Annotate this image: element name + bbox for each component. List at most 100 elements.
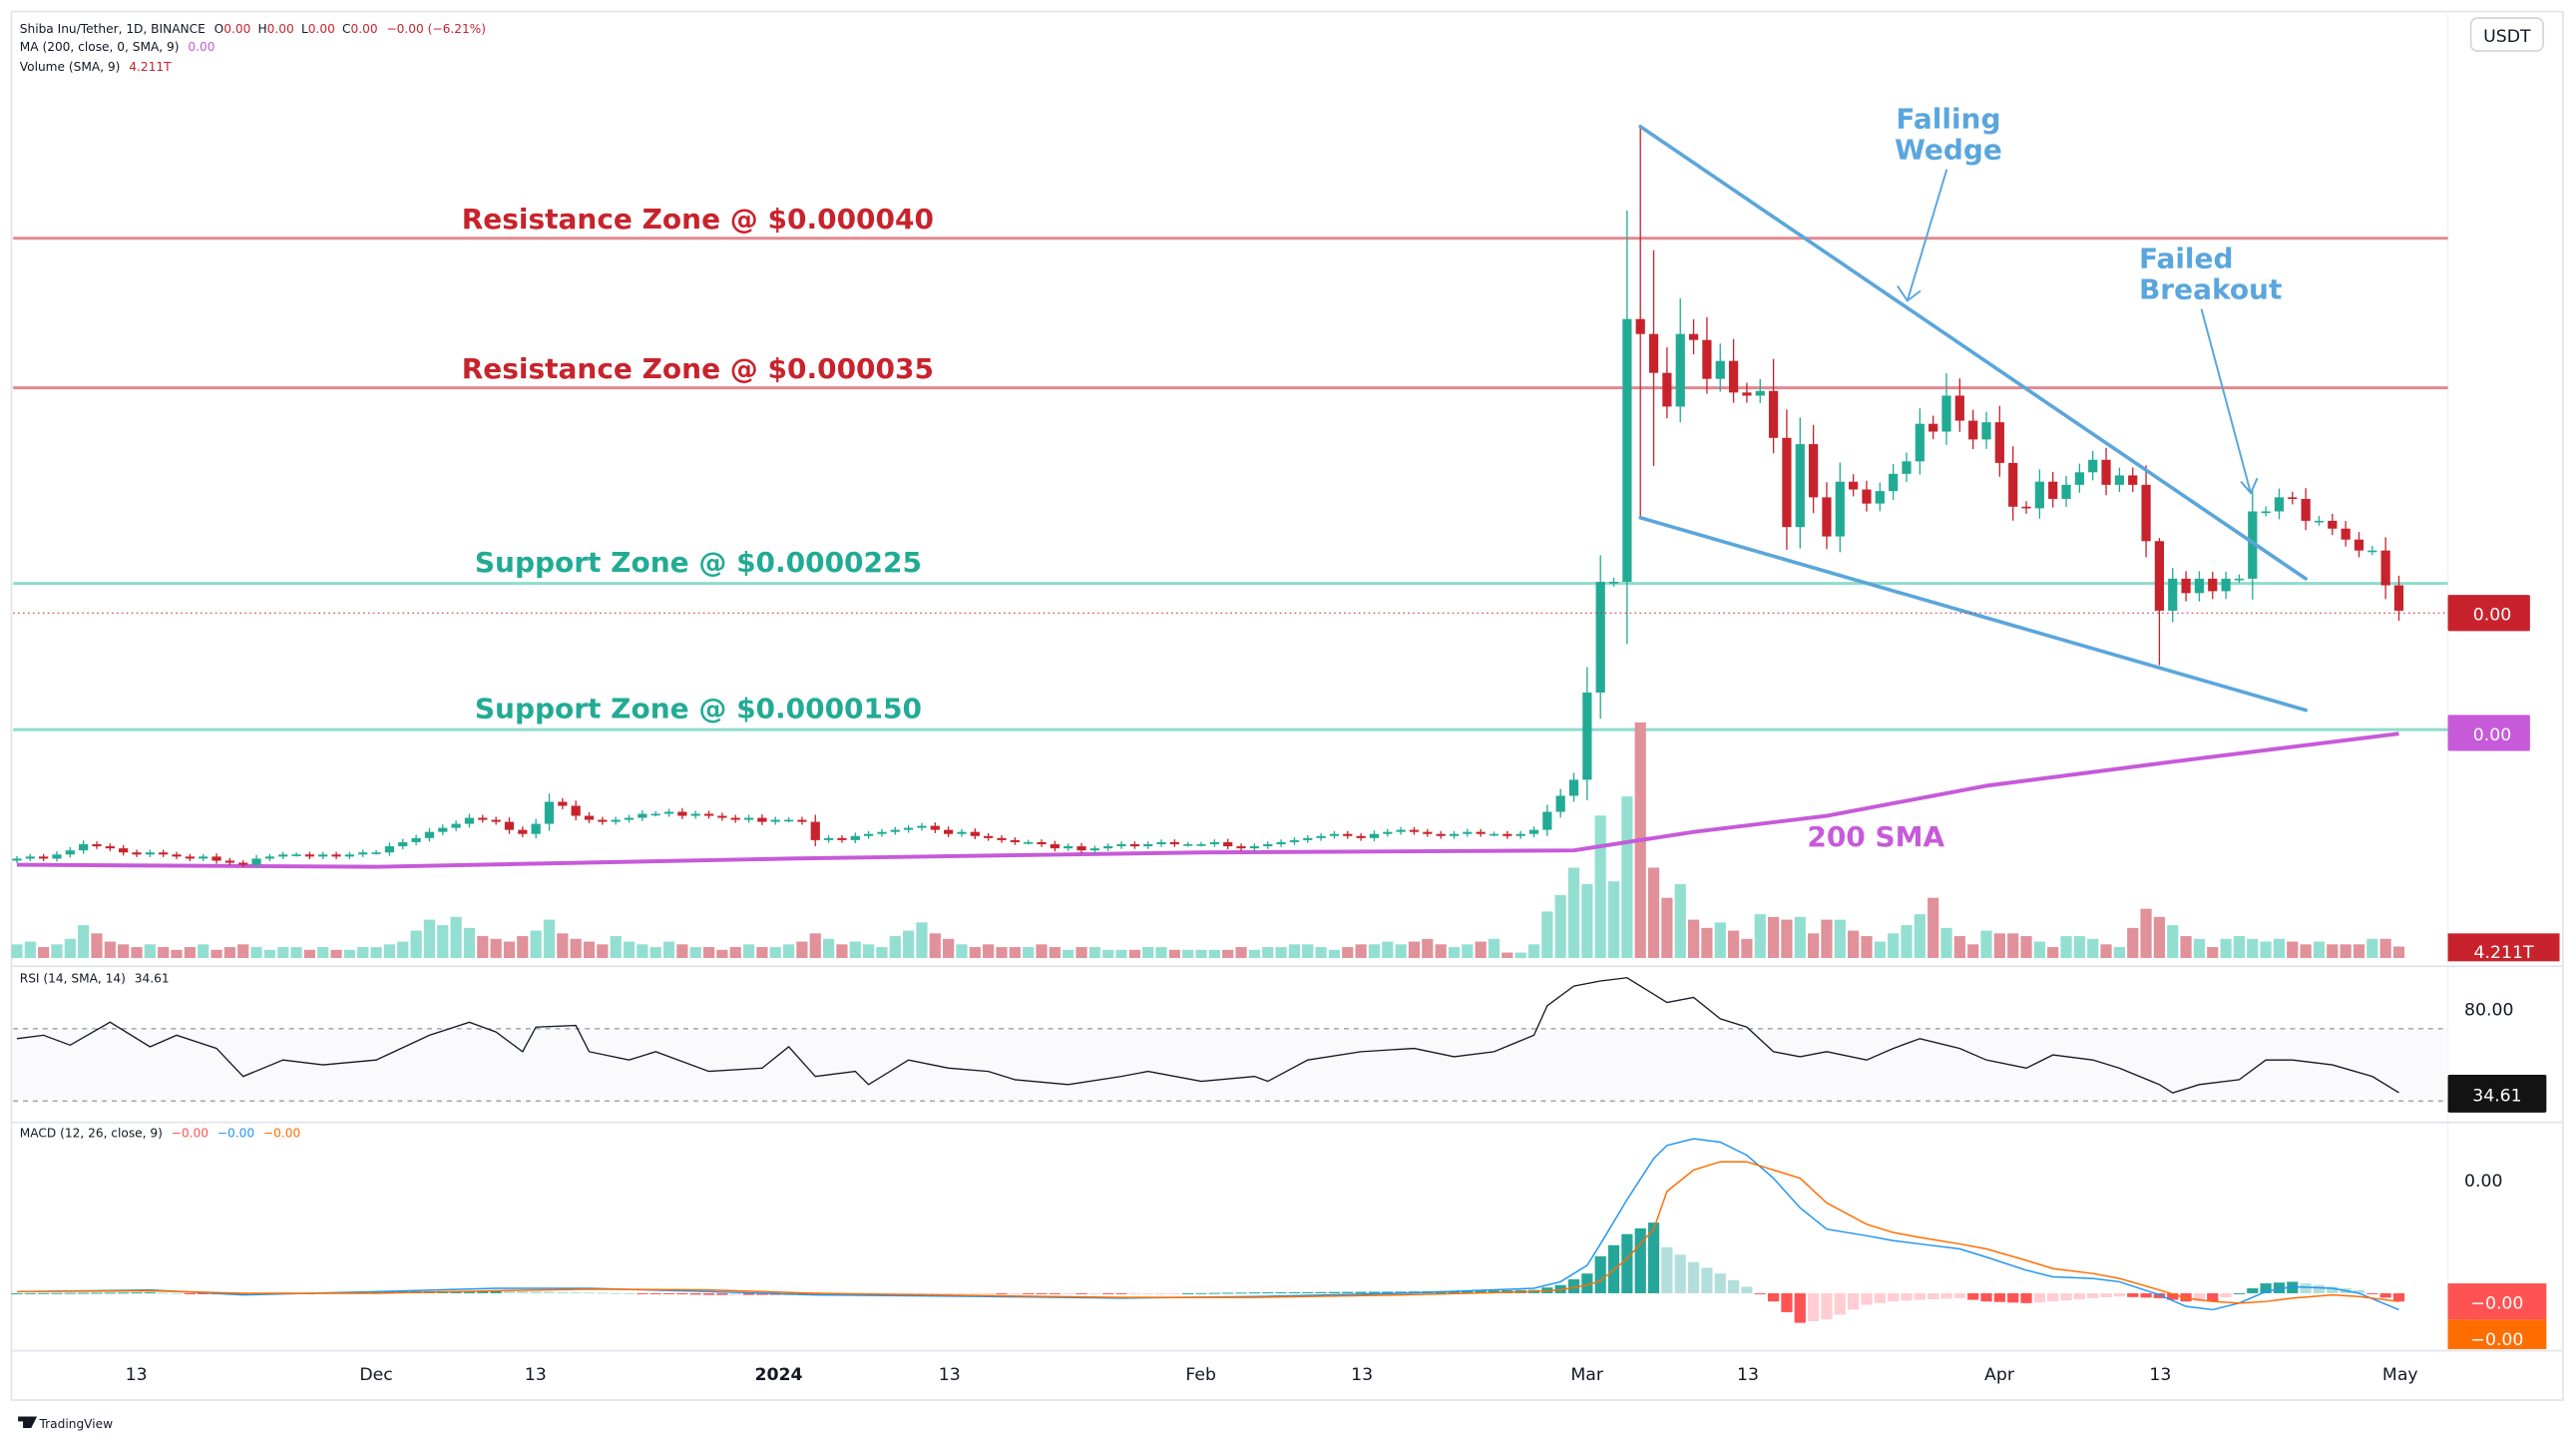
sma200-label[interactable]: 200 SMA [1807,820,1944,853]
candle-body [371,852,381,854]
candle-body [1196,844,1206,846]
candle [504,817,515,834]
volume-legend[interactable]: Volume (SMA, 9) 4.211T [20,60,172,74]
volume-bar [916,922,928,959]
volume-bar [2353,944,2365,959]
macd-histogram-bar [1128,1292,1140,1294]
candle-body [1515,833,1525,836]
volume-bar [383,944,396,959]
candle [2367,546,2377,556]
candle-body [877,831,887,834]
volume-bar [1262,947,1274,959]
volume-bar [1794,916,1806,959]
failed-breakout-arrow[interactable] [2200,308,2259,495]
candle-body [1076,846,1086,851]
candle-body [2034,481,2044,509]
volume-bar [2153,916,2165,959]
macd-histogram-bar [1621,1233,1633,1293]
failed-breakout-label-2[interactable]: Breakout [2139,273,2282,306]
candle-body [278,854,288,857]
macd-histogram-bar [943,1292,955,1294]
candle-body [2101,459,2111,485]
candle-body [1595,582,1605,694]
macd-histogram-bar [2193,1292,2206,1302]
volume-bar [782,944,795,959]
candle-body [1289,839,1300,842]
candle [1981,411,1991,449]
failed-breakout-label-1[interactable]: Failed [2139,241,2234,274]
candle [105,843,115,851]
candle-body [1276,841,1286,845]
candle [1037,839,1047,847]
currency-button[interactable]: USDT [2469,17,2544,52]
candle [25,853,35,861]
candle-body [544,801,555,824]
candle-body [2274,497,2285,512]
macd-histogram-bar [2260,1283,2272,1293]
candle [1902,452,1912,482]
candle [743,814,754,823]
sma200-polyline [16,731,2399,869]
change-value: −0.00 (−6.21%) [386,22,486,36]
candle [1528,826,1539,837]
volume-bar [1701,927,1713,959]
volume-bar [437,925,449,959]
candle [2034,469,2044,519]
candle-body [1875,491,1885,504]
candle-body [1542,811,1552,830]
candle [1635,126,1645,518]
support-zone-label-1[interactable]: Support Zone @ $0.0000225 [475,546,922,579]
macd-histogram-bar [171,1292,183,1294]
resistance-zone-label-2[interactable]: Resistance Zone @ $0.000035 [462,352,934,385]
macd-histogram-bar [702,1292,715,1295]
macd-histogram-bar [1302,1291,1314,1293]
candle [957,828,967,837]
volume-bar [198,944,210,959]
candle-body [1064,846,1073,849]
candle-body [172,854,182,857]
rsi-legend[interactable]: RSI (14, SMA, 14) 34.61 [20,972,170,986]
tradingview-logo[interactable]: TradingView [18,1416,113,1431]
volume-bar [1036,944,1048,959]
support-zone-label-2[interactable]: Support Zone @ $0.0000150 [475,693,922,725]
candle [145,849,155,857]
candle-body [251,858,261,865]
volume-bar [1621,796,1633,959]
candle [783,817,794,823]
macd-histogram-bar [1674,1254,1686,1293]
macd-histogram-bar [1661,1246,1673,1293]
candle [2074,463,2084,493]
signal-axis-value: −0.00 [2470,1330,2523,1350]
macd-histogram-bar [2113,1292,2125,1297]
candle-body [663,811,674,814]
candle-body [1528,829,1539,834]
candle [1289,837,1300,845]
falling-wedge-label-2[interactable]: Wedge [1895,134,2002,167]
candle-body [650,813,660,816]
volume-bar [876,947,888,959]
resistance-zone-label-1[interactable]: Resistance Zone @ $0.000040 [462,203,934,236]
candle-body [638,813,647,818]
candle [238,859,248,868]
candle-body [2208,578,2218,592]
candle-body [611,819,621,822]
macd-histogram-bar [956,1292,968,1294]
macd-histogram-bar [1009,1292,1021,1294]
macd-histogram-bar [610,1292,622,1294]
macd-histogram-bar [543,1291,556,1293]
falling-wedge-label-1[interactable]: Falling [1896,102,2000,135]
ma-legend[interactable]: MA (200, close, 0, SMA, 9) 0.00 [20,40,215,54]
macd-legend[interactable]: MACD (12, 26, close, 9) −0.00 −0.00 −0.0… [20,1127,301,1141]
symbol-legend[interactable]: Shiba Inu/Tether, 1D, BINANCE O0.00 H0.0… [20,22,486,36]
candle-body [25,856,35,859]
macd-histogram-bar [1953,1292,1965,1298]
volume-bar [51,944,63,959]
candle [2288,491,2298,505]
candle [823,834,834,843]
time-axis[interactable]: 13 Dec 13 2024 13 Feb 13 Mar 13 Apr 13 M… [126,1365,2418,1385]
candle-body [1728,360,1739,393]
volume-bar [2220,938,2232,959]
falling-wedge-arrow[interactable] [1897,169,1948,302]
candle [997,834,1007,843]
